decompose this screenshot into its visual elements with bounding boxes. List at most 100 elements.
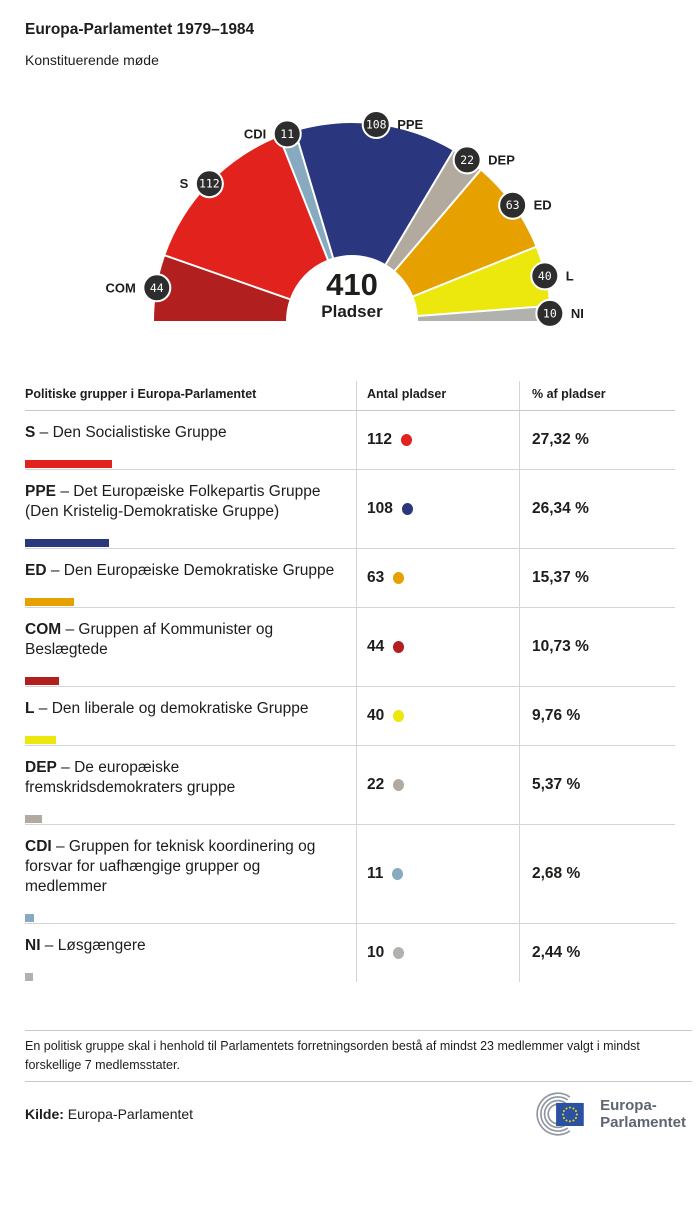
table-row-L: L – Den liberale og demokratiske Gruppe 4… [25,687,675,746]
group-name-cell: S – Den Socialistiske Gruppe [25,411,357,469]
group-color-dot [401,434,413,446]
source-value: Europa-Parlamentet [67,1106,194,1122]
eu-star [563,1116,566,1119]
group-name: – Gruppen af Kommunister og Beslægtede [25,621,274,658]
seat-badge-DEP [452,145,482,175]
group-name-cell: ED – Den Europæiske Demokratiske Gruppe [25,549,357,607]
seat-badge-value-CDI: 11 [280,127,294,141]
table-row-DEP: DEP – De europæiske fremskridsdemokrater… [25,746,675,825]
source-label: Kilde: [25,1106,64,1122]
eu-star [575,1116,578,1119]
seat-badge-L [530,261,560,291]
group-name-cell: DEP – De europæiske fremskridsdemokrater… [25,746,357,824]
hemicycle-arc [543,1099,567,1129]
group-name: – Løsgængere [40,937,146,954]
seat-badge-value-PPE: 108 [366,117,387,131]
seat-badge-value-COM: 44 [150,281,164,295]
eu-star [563,1110,566,1113]
seats-value: 10 [367,944,385,961]
seat-badge-value-NI: 10 [543,306,557,320]
group-name: – Gruppen for teknisk koordinering og fo… [25,838,316,895]
group-abbr: L [25,700,35,717]
footer-divider-bottom [25,1081,692,1082]
eu-star [565,1119,568,1122]
group-color-dot [393,779,405,791]
percent-value: 26,34 % [532,500,589,517]
group-color-bar [25,736,56,744]
table-row-S: S – Den Socialistiske Gruppe 112 27,32 % [25,411,675,470]
segment-separator [415,304,552,318]
group-label-COM: COM [105,280,135,295]
seats-value: 63 [367,569,385,586]
eu-star [562,1113,565,1116]
eu-star [572,1119,575,1122]
seats-cell: 108 [357,470,520,548]
total-seats-label: Pladser [321,302,383,321]
table-header: Politiske grupper i Europa-Parlamentet A… [25,381,675,411]
segment-separator [162,253,292,301]
seat-badge-COM [142,273,172,303]
eu-star [572,1107,575,1110]
group-color-bar [25,460,112,468]
eu-star [575,1113,578,1116]
groups-table: Politiske grupper i Europa-Parlamentet A… [25,381,675,982]
group-color-bar [25,815,42,823]
segment-DEP [385,150,481,271]
footnote: En politisk gruppe skal i henhold til Pa… [25,1039,640,1072]
european-parliament-logo: Europa- Parlamentet [521,1090,686,1138]
group-color-dot [393,710,405,722]
total-seats-value: 410 [326,267,378,302]
seat-badge-value-ED: 63 [506,198,520,212]
group-color-dot [393,641,405,653]
group-label-PPE: PPE [397,117,423,132]
group-label-S: S [180,176,189,191]
percent-value: 2,44 % [532,944,581,961]
group-name: – Det Europæiske Folkepartis Gruppe (Den… [25,483,321,520]
col-header-percent: % af pladser [532,387,606,401]
eu-star [575,1109,578,1112]
seat-badge-CDI [272,119,302,149]
seats-cell: 22 [357,746,520,824]
group-color-bar [25,973,33,981]
group-abbr: NI [25,937,41,954]
parliament-hemicycle-icon [536,1092,584,1136]
page-subtitle: Konstituerende møde [25,52,159,68]
seat-badge-value-L: 40 [538,269,552,283]
percent-value: 2,68 % [532,865,581,882]
percent-value: 9,76 % [532,707,581,724]
segment-separator [277,134,330,262]
eu-star [569,1120,572,1123]
group-color-dot [392,868,404,880]
segment-separator [392,168,483,273]
group-label-NI: NI [571,306,584,321]
segment-CDI [279,131,334,260]
col-header-groups: Politiske grupper i Europa-Parlamentet [25,381,357,410]
segment-NI [417,305,550,321]
source-line: Kilde: Europa-Parlamentet [25,1106,193,1122]
percent-value: 10,73 % [532,638,589,655]
group-abbr: DEP [25,759,57,776]
seat-badge-value-DEP: 22 [460,153,474,167]
group-color-bar [25,677,59,685]
eu-star [569,1106,572,1109]
group-color-bar [25,539,109,547]
segment-COM [154,255,290,321]
seats-cell: 112 [357,411,520,469]
seats-cell: 11 [357,825,520,923]
hemicycle-chart: 44 COM 112 S 11 CDI 108 PPE 22 DEP 63 ED 40 L 10 NI 410P… [105,109,584,326]
group-abbr: CDI [25,838,52,855]
table-row-COM: COM – Gruppen af Kommunister og Beslægte… [25,608,675,687]
seats-value: 22 [367,776,385,793]
group-name: – Den liberale og demokratiske Gruppe [34,700,309,717]
seats-cell: 40 [357,687,520,745]
seat-badge-PPE [361,109,391,139]
segment-S [165,136,328,300]
page-title: Europa-Parlamentet 1979–1984 [25,21,255,38]
seats-value: 108 [367,500,393,517]
table-row-CDI: CDI – Gruppen for teknisk koordinering o… [25,825,675,924]
hemicycle-arc [536,1092,571,1136]
col-header-seats: Antal pladser [357,381,520,410]
group-name: – Den Europæiske Demokratiske Gruppe [46,562,335,579]
group-color-bar [25,914,34,922]
group-label-L: L [566,268,574,283]
